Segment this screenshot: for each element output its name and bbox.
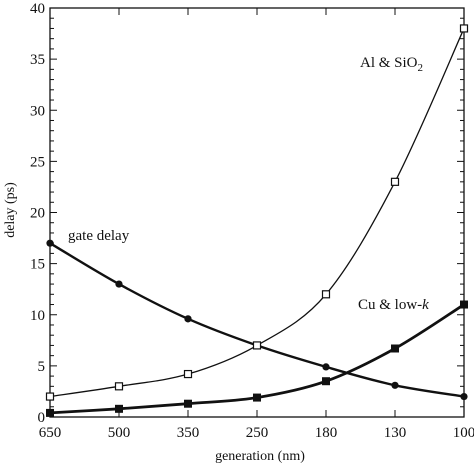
gate-delay-label: gate delay — [68, 228, 130, 244]
data-point-cu-low-k — [391, 344, 399, 353]
data-point-al-sio2 — [45, 392, 55, 401]
data-point-gate-delay — [46, 239, 54, 247]
series-layer — [45, 24, 469, 417]
x-tick-label: 250 — [246, 425, 269, 441]
data-point-gate-delay — [391, 381, 399, 389]
data-point-gate-delay — [322, 363, 330, 371]
data-point-al-sio2 — [459, 24, 469, 33]
y-tick-label: 30 — [30, 103, 45, 119]
y-tick-label: 25 — [30, 154, 45, 170]
y-tick-label: 20 — [30, 206, 45, 222]
data-point-cu-low-k — [115, 404, 123, 413]
y-tick-label: 10 — [30, 308, 45, 324]
al-sio2-label: Al & SiO2 — [360, 55, 423, 74]
y-tick-label: 5 — [38, 359, 46, 375]
cu-low-k-label-italic: k — [422, 297, 429, 313]
data-point-gate-delay — [460, 392, 468, 401]
y-tick-label: 0 — [38, 410, 46, 426]
x-tick-label: 350 — [177, 425, 200, 441]
y-tick-label: 35 — [30, 52, 45, 68]
x-tick-label: 500 — [108, 425, 131, 441]
y-tick-label: 40 — [30, 1, 45, 17]
cu-low-k-label-main: Cu & low- — [358, 297, 422, 313]
data-point-gate-delay — [184, 315, 192, 323]
al-sio2-label-subscript: 2 — [418, 62, 424, 74]
data-point-cu-low-k — [253, 393, 261, 402]
series-line-gate-delay — [49, 242, 465, 398]
x-tick-label: 130 — [384, 425, 407, 441]
series-gate-delay — [46, 239, 468, 401]
data-point-cu-low-k — [46, 408, 54, 417]
x-tick-label: 100 — [453, 425, 474, 441]
x-tick-label: 650 — [39, 425, 62, 441]
data-point-al-sio2 — [252, 341, 262, 350]
data-point-al-sio2 — [390, 177, 400, 186]
data-point-cu-low-k — [322, 377, 330, 386]
data-point-cu-low-k — [184, 399, 192, 408]
y-tick-label: 15 — [30, 257, 45, 273]
al-sio2-label-main: Al & SiO — [360, 55, 418, 71]
data-point-al-sio2 — [321, 290, 331, 299]
data-point-al-sio2 — [114, 382, 124, 391]
series-al-sio2 — [45, 24, 469, 401]
data-point-gate-delay — [115, 280, 123, 288]
data-point-cu-low-k — [460, 300, 468, 309]
y-axis-title: delay (ps) — [3, 182, 18, 238]
series-cu-low-k — [46, 300, 468, 417]
cu-low-k-label: Cu & low-k — [358, 297, 429, 313]
x-axis-title: generation (nm) — [215, 449, 305, 463]
data-point-al-sio2 — [183, 369, 193, 379]
x-tick-label: 180 — [315, 425, 338, 441]
tick-labels: 0 5 10 15 20 25 30 35 40 650 500 350 250 180 130 100 — [30, 1, 474, 441]
